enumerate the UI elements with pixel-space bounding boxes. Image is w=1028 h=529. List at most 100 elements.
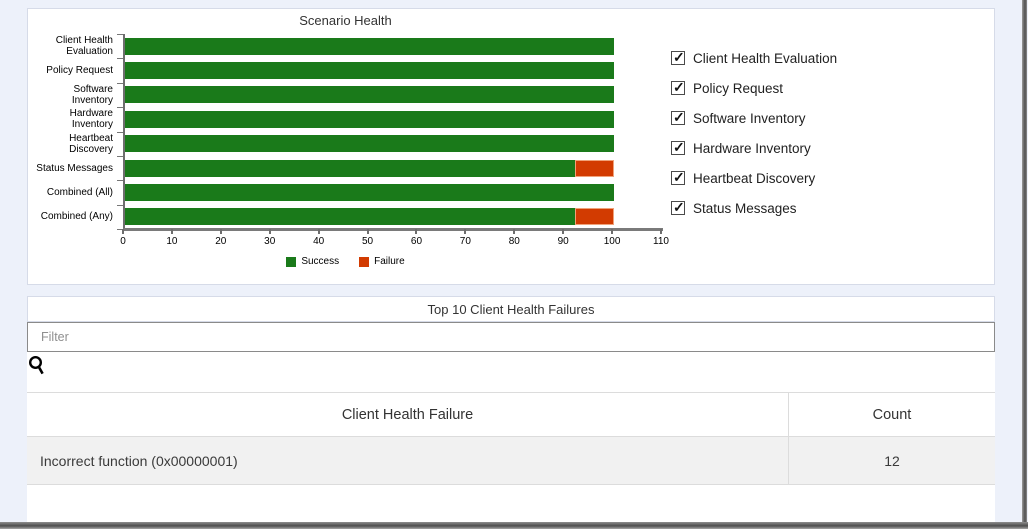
y-axis-labels: Client Health Evaluation Policy Request So… [28, 34, 118, 229]
table-row[interactable]: Incorrect function (0x00000001) 12 [27, 437, 995, 485]
bar-plot [117, 34, 663, 231]
scenario-filter-item[interactable]: Software Inventory [671, 103, 837, 133]
bar-row [125, 135, 615, 153]
legend-label: Success [301, 256, 340, 267]
chart-legend: Success Failure [28, 256, 663, 267]
scenario-filter-label: Heartbeat Discovery [693, 170, 816, 186]
scenario-filter-item[interactable]: Client Health Evaluation [671, 43, 837, 73]
scenario-filter-item[interactable]: Status Messages [671, 193, 837, 223]
failures-panel-title: Top 10 Client Health Failures [427, 301, 595, 317]
y-axis-label: Client Health Evaluation [55, 35, 113, 58]
checkbox-checked-icon[interactable] [671, 79, 685, 96]
success-bar-segment[interactable] [125, 208, 575, 226]
x-axis-tick-label: 90 [557, 236, 569, 247]
bar-row [125, 62, 615, 80]
checkbox-checked-icon[interactable] [671, 169, 685, 186]
scenario-filter-item[interactable]: Heartbeat Discovery [671, 163, 837, 193]
bar-row [125, 86, 615, 104]
x-axis-tick-mark [562, 229, 565, 234]
y-axis-label: Software Inventory [71, 83, 113, 106]
success-bar-segment[interactable] [125, 183, 615, 201]
x-axis-tick-mark [513, 229, 516, 234]
x-axis-tick-label: 50 [361, 236, 374, 247]
scenario-filter-item[interactable]: Hardware Inventory [671, 133, 837, 163]
y-axis-label: Policy Request [46, 65, 113, 77]
x-axis-ticks: 0 10 20 30 40 50 60 70 80 90 100 110 [120, 229, 669, 253]
y-axis-boundary-tick [117, 34, 123, 35]
failures-table-header: Client Health Failure Count [27, 392, 995, 437]
x-axis-tick-label: 20 [215, 236, 227, 247]
x-axis-tick-mark [219, 229, 222, 234]
failure-bar-segment[interactable] [574, 159, 615, 177]
y-axis-boundary-tick [117, 204, 123, 206]
y-axis-boundary-tick [117, 229, 123, 230]
checkbox-checked-icon[interactable] [671, 199, 685, 216]
x-axis-tick-mark [170, 229, 173, 234]
y-axis-boundary-tick [117, 155, 123, 157]
scenario-health-panel: Scenario Health Client Health Evaluation… [27, 8, 995, 285]
x-axis-tick-mark [464, 229, 467, 234]
y-axis-label: Status Messages [36, 162, 113, 174]
y-axis-boundary-tick [117, 131, 123, 133]
bar-row [125, 208, 615, 226]
chart-title: Scenario Health [299, 13, 392, 28]
scenario-filter-item[interactable]: Policy Request [671, 73, 837, 103]
window-bottom-edge [0, 522, 1028, 529]
y-axis-line [123, 34, 125, 231]
success-bar-segment[interactable] [125, 37, 615, 55]
success-bar-segment[interactable] [125, 86, 615, 104]
column-header-failure[interactable]: Client Health Failure [27, 393, 789, 436]
x-axis-tick-label: 40 [313, 236, 325, 247]
search-icon[interactable] [28, 355, 46, 376]
y-axis-label: Heartbeat Discovery [69, 132, 113, 155]
filter-input[interactable] [27, 322, 995, 352]
failure-bar-segment[interactable] [574, 208, 615, 226]
scenario-filter-label: Software Inventory [693, 110, 806, 126]
y-axis-boundary-tick [117, 82, 123, 84]
failures-panel: Top 10 Client Health Failures Client Hea… [27, 296, 995, 522]
legend-item: Failure [359, 256, 405, 267]
column-header-count[interactable]: Count [872, 406, 912, 423]
y-axis-label: Combined (All) [46, 186, 113, 198]
x-axis-tick-label: 70 [459, 236, 471, 247]
success-bar-segment[interactable] [125, 159, 575, 177]
x-axis-tick-label: 110 [653, 236, 669, 247]
checkbox-checked-icon[interactable] [671, 49, 685, 66]
scenario-health-chart: Scenario Health Client Health Evaluation… [28, 9, 669, 284]
bar-row [125, 37, 615, 55]
scenario-filter-label: Status Messages [693, 200, 797, 216]
y-axis-label: Combined (Any) [40, 211, 113, 223]
failure-cell: Incorrect function (0x00000001) [27, 437, 789, 484]
x-axis-tick-mark [317, 229, 320, 234]
scenario-filter-label: Hardware Inventory [693, 140, 811, 156]
window-right-edge [1022, 0, 1027, 529]
bar-row [125, 159, 615, 177]
x-axis-tick-label: 80 [508, 236, 520, 247]
failures-panel-title-box: Top 10 Client Health Failures [27, 296, 995, 322]
count-cell: 12 [884, 452, 900, 469]
x-axis-tick-label: 60 [410, 236, 423, 247]
x-axis-tick-label: 10 [166, 236, 178, 247]
y-axis-boundary-tick [117, 180, 123, 182]
failure-legend-swatch-icon [359, 256, 370, 267]
legend-label: Failure [374, 256, 405, 267]
scenario-filter-label: Policy Request [693, 80, 784, 96]
success-bar-segment[interactable] [125, 62, 615, 80]
x-axis-tick-mark [268, 229, 271, 234]
x-axis-tick-mark [415, 229, 418, 234]
bar-row [125, 110, 615, 128]
checkbox-checked-icon[interactable] [671, 139, 685, 156]
scenario-filter-list: Client Health Evaluation Policy Request So… [671, 43, 837, 223]
x-axis-tick-mark [122, 229, 124, 234]
bar-row [125, 183, 615, 201]
x-axis-tick-mark [366, 229, 369, 234]
checkbox-checked-icon[interactable] [671, 109, 685, 126]
y-axis-label: Hardware Inventory [69, 108, 113, 131]
success-bar-segment[interactable] [125, 110, 615, 128]
success-bar-segment[interactable] [125, 135, 615, 153]
x-axis-tick-label: 30 [264, 236, 276, 247]
success-legend-swatch-icon [286, 256, 297, 267]
y-axis-boundary-tick [117, 58, 123, 60]
legend-item: Success [286, 256, 339, 267]
x-axis-line [123, 228, 663, 231]
